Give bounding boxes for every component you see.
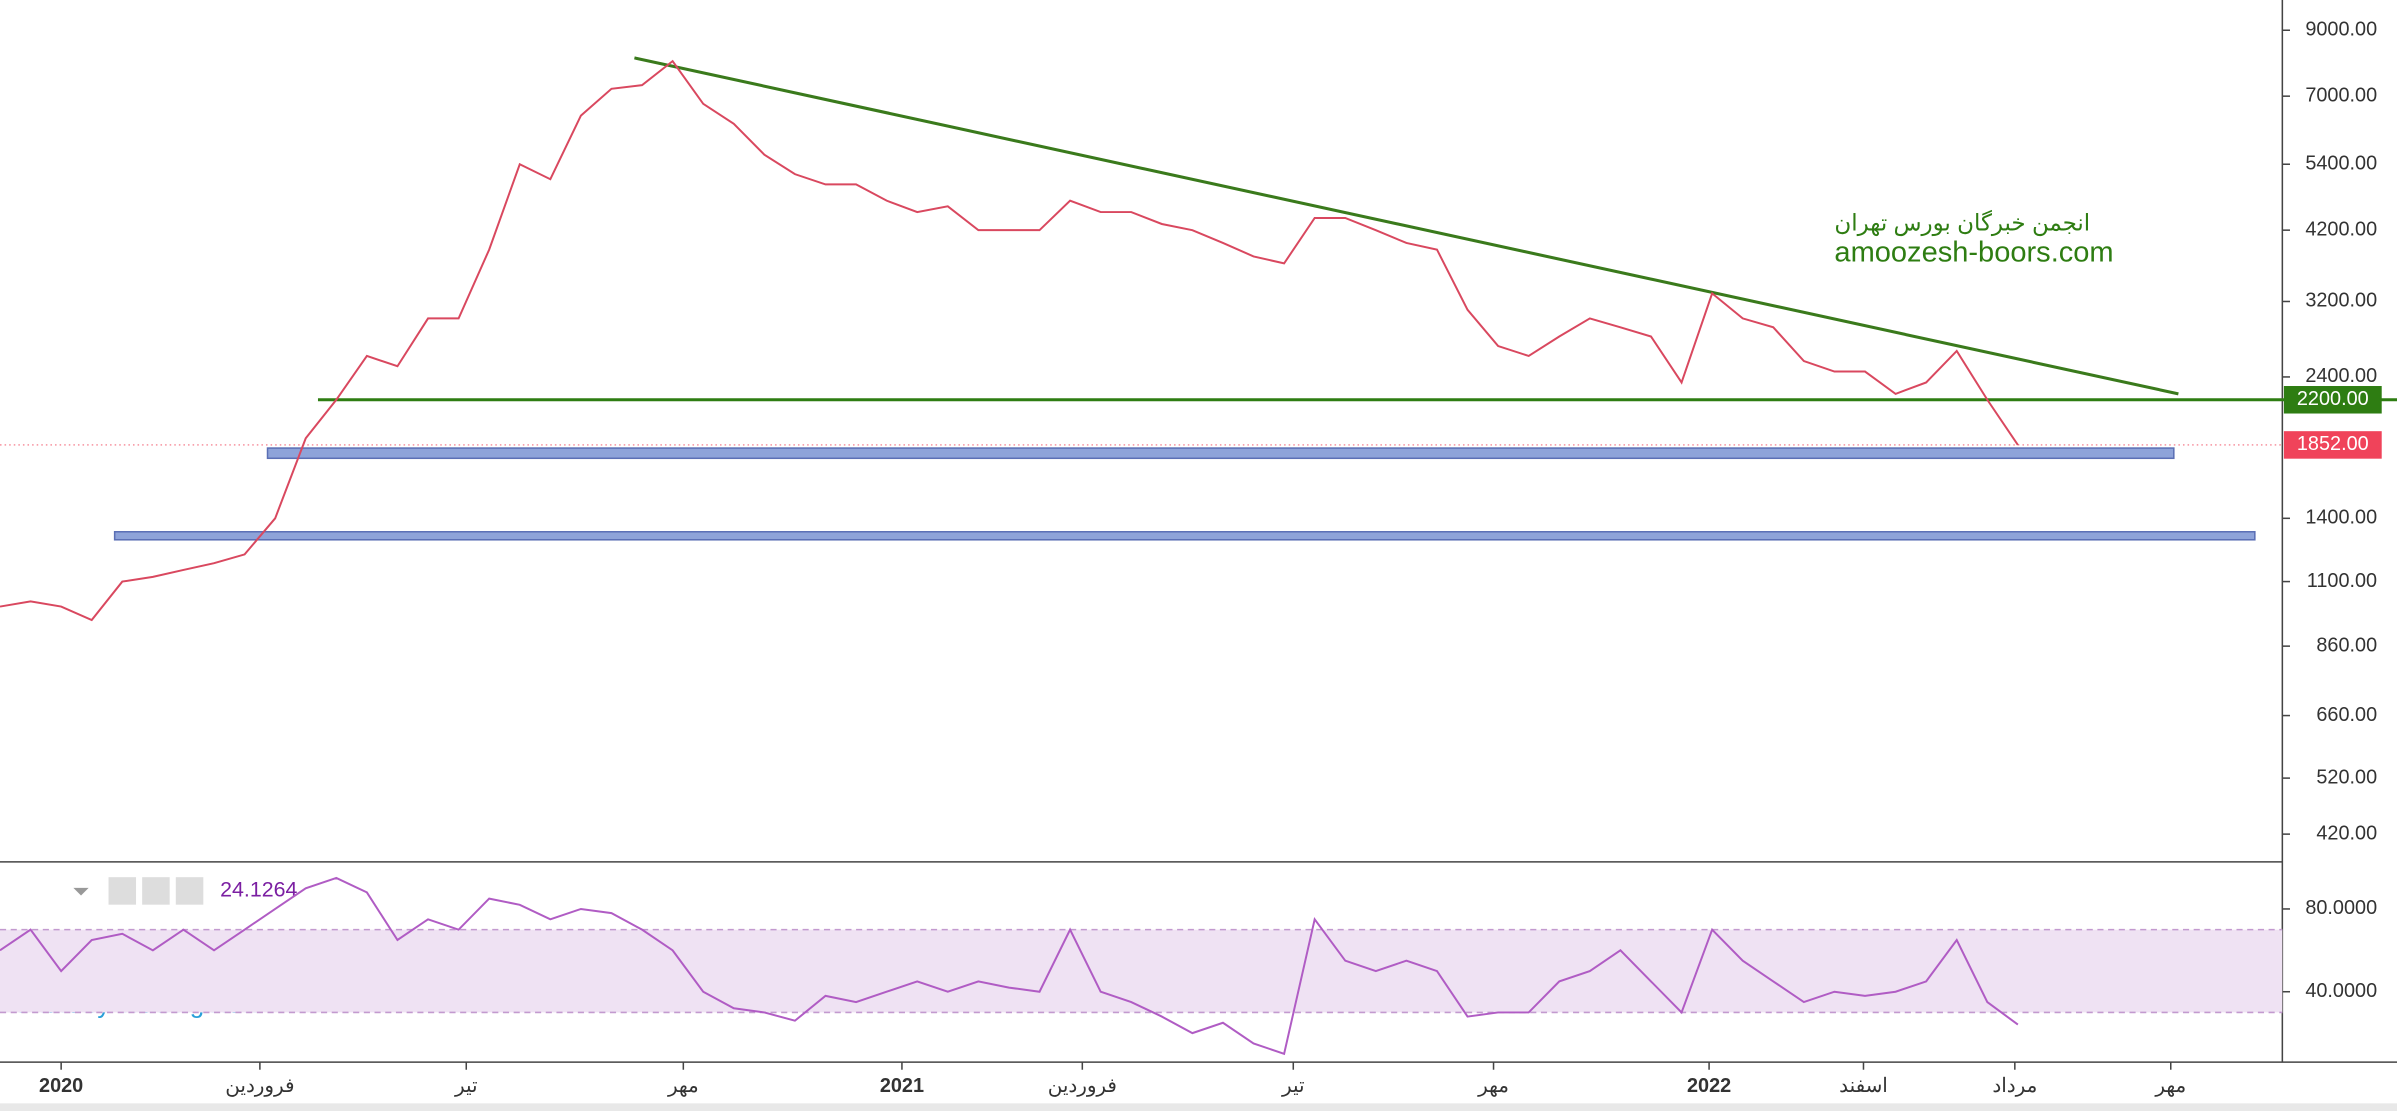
y-tick-label: 5400.00 (2305, 152, 2377, 174)
y-tick-label: 40.0000 (2305, 980, 2377, 1002)
zone-box (113, 531, 2256, 541)
y-tick-label: 420.00 (2316, 822, 2377, 844)
price-tag-label: 2200.00 (2297, 388, 2369, 410)
x-tick-label: تیر (454, 1075, 477, 1097)
series-line (0, 876, 2019, 1056)
y-tick-label: 520.00 (2316, 766, 2377, 788)
watermark-url: amoozesh-boors.com (1834, 236, 2113, 268)
y-tick-label: 1100.00 (2307, 570, 2377, 592)
rsi-value: 24.1264 (220, 878, 297, 902)
zone-box (266, 447, 2175, 460)
watermark-fa: انجمن خبرگان بورس تهران (1834, 210, 2090, 237)
x-tick-label: فروردین (1048, 1075, 1117, 1097)
price-tag (2283, 431, 2382, 459)
y-tick-label: 2400.00 (2305, 365, 2377, 387)
trendline (634, 56, 2179, 396)
collapse-arrow[interactable] (73, 887, 89, 896)
close-button[interactable] (175, 877, 204, 905)
y-tick-label: 3200.00 (2305, 290, 2377, 312)
y-tick-label: 1400.00 (2305, 507, 2377, 529)
y-tick-label: 7000.00 (2305, 84, 2377, 106)
x-tick-label: تیر (1281, 1075, 1304, 1097)
series-line (0, 59, 2019, 622)
y-tick-label: 860.00 (2316, 634, 2377, 656)
bottom-strip (0, 1103, 2397, 1111)
x-tick-label: اسفند (1839, 1075, 1888, 1097)
eye-button[interactable] (108, 877, 137, 905)
rsi-controls (73, 877, 204, 905)
y-tick-label: 9000.00 (2305, 18, 2377, 40)
y-tick-label: 4200.00 (2305, 218, 2377, 240)
x-tick-label: 2022 (1687, 1075, 1731, 1097)
x-tick-label: مرداد (1992, 1075, 2037, 1097)
y-tick-label: 80.0000 (2305, 897, 2377, 919)
price-tag (2283, 386, 2382, 414)
x-tick-label: 2021 (880, 1075, 924, 1097)
x-tick-label: مهر (2154, 1075, 2186, 1097)
x-tick-label: مهر (1477, 1075, 1509, 1097)
y-tick-label: 660.00 (2316, 704, 2377, 726)
x-tick-label: فروردین (225, 1075, 294, 1097)
x-tick-label: مهر (667, 1075, 699, 1097)
settings-button[interactable] (142, 877, 170, 905)
price-tag-label: 1852.00 (2297, 433, 2369, 455)
x-tick-label: 2020 (39, 1075, 83, 1097)
rsi-band (0, 929, 2283, 1013)
